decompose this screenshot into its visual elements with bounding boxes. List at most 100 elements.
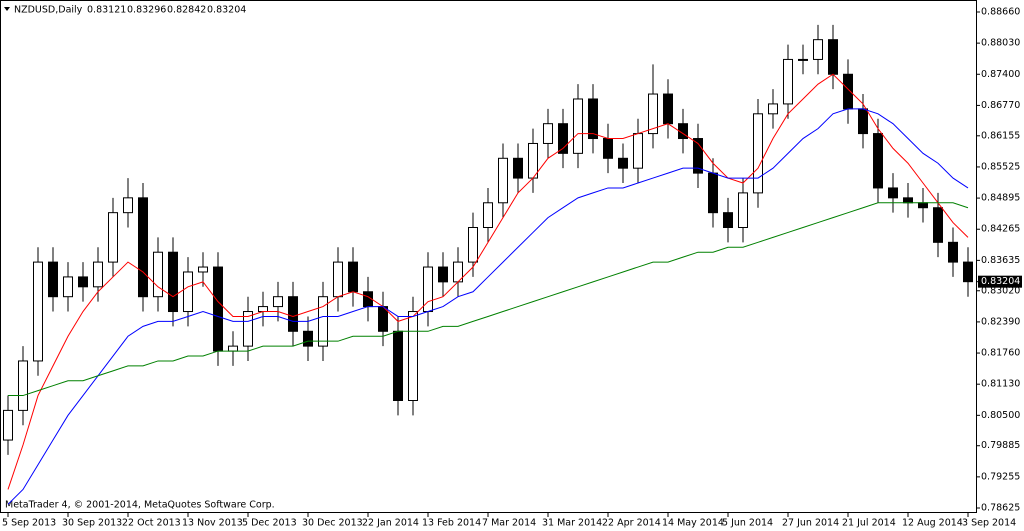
price-marker-label: 0.83204 [981,276,1020,287]
x-tick-label: 5 Jun 2014 [722,518,773,529]
candle-body [393,330,403,401]
candle-body [783,58,793,105]
last-high: 0.83296 [127,5,166,16]
y-tick-label: 0.88660 [981,6,1020,17]
y-tick-label: 0.84265 [981,224,1020,235]
plot-frame [0,0,977,513]
y-tick-label: 0.84895 [981,193,1020,204]
candle-body [813,39,823,60]
price-marker [978,275,1022,288]
candle-body [558,123,568,154]
candle-body [828,39,838,75]
candle-body [228,345,238,352]
candle-body [123,197,133,214]
y-tick-label: 0.88030 [981,38,1020,49]
y-tick-label: 0.86770 [981,100,1020,111]
x-tick-label: 27 Jun 2014 [782,518,839,529]
candle-body [213,266,223,352]
candle-body [618,157,628,169]
candle-body [438,266,448,283]
candle-body [573,98,583,154]
candle-body [303,330,313,347]
candle-body [93,261,103,288]
candle-body [963,261,973,283]
candle-body [693,138,703,174]
x-tick-label: 21 Jul 2014 [842,518,896,529]
moving-average [7,73,969,490]
last-low: 0.82842 [167,5,206,16]
candle-body [318,296,328,347]
moving-average [8,202,969,397]
x-tick-label: 13 Nov 2013 [182,518,243,529]
candle-body [48,261,58,298]
y-tick-label: 0.81130 [981,379,1020,390]
symbol-arrow [4,7,10,11]
candle-body [708,172,718,214]
candle-body [198,266,208,273]
x-tick-label: 22 Jan 2014 [362,518,419,529]
candle-body [588,98,598,140]
x-tick-label: 7 Mar 2014 [482,518,536,529]
candle-body [243,311,253,347]
candle-body [483,202,493,228]
y-tick-label: 0.83020 [981,285,1020,296]
candle-body [153,251,163,298]
x-tick-label: 30 Sep 2013 [62,518,122,529]
candle-body [108,212,118,263]
candle-body [63,276,73,298]
y-tick-label: 0.79255 [981,471,1020,482]
candle-body [903,197,913,204]
y-tick-label: 0.81760 [981,348,1020,359]
candle-body [183,271,193,313]
candle-body [498,157,508,204]
candle-body [603,138,613,159]
candle-body [918,202,928,209]
y-tick-label: 0.79885 [981,440,1020,451]
moving-average [7,108,969,505]
candle-body [663,93,673,125]
candle-body [543,123,553,144]
x-tick-label: 5 Dec 2013 [242,518,297,529]
x-tick-label: 3 Sep 2014 [962,518,1016,529]
y-tick-label: 0.80500 [981,410,1020,421]
candle-body [78,276,88,288]
candle-body [513,157,523,179]
candle-body [648,93,658,135]
y-tick-label: 0.82390 [981,316,1020,327]
x-tick-label: 14 May 2014 [662,518,724,529]
x-tick-label: 12 Aug 2014 [902,518,963,529]
candle-body [753,113,763,194]
y-tick-label: 0.87400 [981,69,1020,80]
candle-body [33,261,43,362]
y-tick-label: 0.85525 [981,161,1020,172]
y-tick-label: 0.83635 [981,255,1020,266]
candle-body [798,58,808,61]
candle-body [468,226,478,263]
candle-body [888,187,898,199]
y-tick-label: 0.86155 [981,130,1020,141]
x-tick-label: 13 Feb 2014 [422,518,481,529]
candle-body [408,311,418,401]
last-open: 0.83121 [87,5,126,16]
candle-body [3,409,13,441]
candle-body [168,251,178,313]
symbol-label: NZDUSD,Daily [14,5,83,16]
candle-body [528,142,538,179]
candle-body [18,360,28,411]
candle-body [933,207,943,243]
candle-body [258,306,268,313]
candle-body [723,212,733,228]
candle-body [948,241,958,263]
last-close: 0.83204 [207,5,246,16]
candle-body [288,296,298,332]
footer: MetaTrader 4, © 2001-2014, MetaQuotes So… [5,500,275,511]
candle-body [858,108,868,135]
candle-body [333,261,343,298]
candle-body [138,197,148,298]
x-tick-label: 22 Oct 2013 [122,518,181,529]
candle-body [633,133,643,169]
y-tick-label: 0.78625 [981,503,1020,514]
x-tick-label: 30 Dec 2013 [302,518,363,529]
x-tick-label: 31 Mar 2014 [542,518,602,529]
